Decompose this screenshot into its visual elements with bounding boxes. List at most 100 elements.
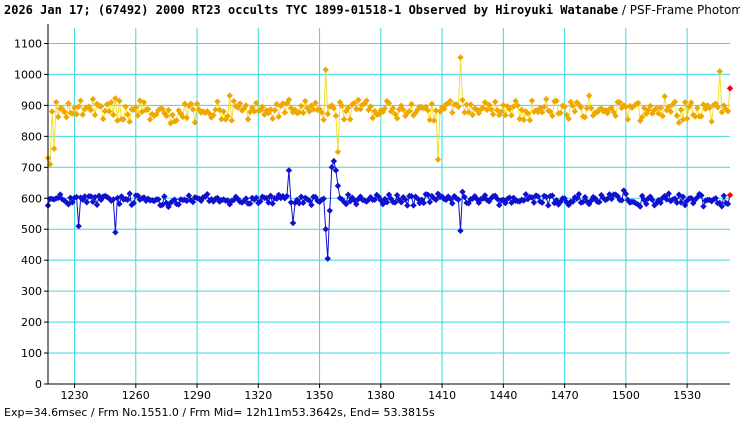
series-comparison-point bbox=[99, 115, 107, 123]
series-comparison-point bbox=[520, 116, 527, 123]
series-target-point bbox=[720, 192, 728, 200]
x-tick-label: 1350 bbox=[306, 389, 334, 402]
series-target-point bbox=[287, 199, 295, 206]
series-comparison-point bbox=[297, 102, 305, 110]
series-target-point bbox=[587, 197, 595, 204]
series-target-point bbox=[630, 198, 638, 206]
series-comparison-point bbox=[532, 107, 540, 114]
series-comparison-point bbox=[110, 111, 117, 119]
series-target-point bbox=[483, 196, 491, 204]
series-target-point bbox=[649, 196, 656, 204]
series-comparison-point bbox=[408, 100, 415, 108]
series-target-point bbox=[332, 167, 340, 174]
series-target-point bbox=[295, 200, 303, 207]
series-comparison-point bbox=[295, 109, 303, 116]
x-tick-label: 1260 bbox=[122, 389, 150, 402]
series-comparison-point bbox=[214, 98, 221, 105]
series-comparison-point bbox=[279, 100, 287, 107]
series-comparison-point bbox=[332, 112, 340, 120]
series-comparison-point bbox=[673, 112, 681, 119]
series-comparison-point bbox=[508, 112, 515, 119]
series-target-point bbox=[83, 199, 90, 206]
series-comparison-point bbox=[320, 116, 327, 123]
series-target-point bbox=[675, 191, 683, 198]
series-target-point bbox=[126, 190, 133, 197]
series-comparison-point bbox=[177, 110, 184, 117]
y-tick-label: 500 bbox=[21, 223, 42, 236]
series-comparison-point bbox=[426, 116, 434, 124]
series-target-point bbox=[641, 196, 648, 204]
series-comparison-point bbox=[351, 99, 358, 107]
series-target-point bbox=[455, 196, 462, 203]
series-target-point bbox=[112, 229, 119, 236]
series-target-point bbox=[404, 202, 411, 209]
series-target-point bbox=[681, 201, 689, 209]
series-comparison-point bbox=[212, 106, 219, 113]
series-target-point bbox=[432, 196, 440, 203]
series-comparison-point bbox=[688, 99, 695, 106]
series-comparison-point bbox=[206, 110, 213, 117]
series-comparison-point bbox=[191, 119, 199, 126]
series-target-point bbox=[679, 193, 687, 200]
series-comparison-point bbox=[106, 108, 113, 115]
series-comparison-point bbox=[165, 106, 172, 114]
series-target-current-point bbox=[726, 191, 734, 199]
series-target-point bbox=[344, 191, 352, 198]
series-comparison-point bbox=[73, 111, 80, 118]
series-target-point bbox=[618, 197, 625, 204]
series-comparison-point bbox=[144, 105, 152, 113]
series-target-point bbox=[636, 203, 644, 210]
series-comparison-point bbox=[634, 99, 642, 107]
series-comparison-point bbox=[653, 105, 660, 112]
series-comparison-point bbox=[163, 112, 170, 120]
series-target-point bbox=[481, 192, 489, 199]
series-target-point bbox=[57, 191, 64, 198]
series-target-point bbox=[538, 199, 546, 206]
series-target-point bbox=[155, 196, 162, 203]
series-comparison-point bbox=[224, 112, 231, 120]
series-target-point bbox=[565, 201, 572, 209]
series-comparison-point bbox=[71, 104, 78, 112]
series-target-point bbox=[89, 198, 97, 206]
series-comparison-point bbox=[428, 100, 436, 108]
series-comparison-point bbox=[518, 106, 525, 114]
series-target-point bbox=[265, 199, 272, 206]
series-comparison-point bbox=[381, 105, 389, 112]
y-tick-label: 1100 bbox=[14, 37, 42, 50]
series-comparison-point bbox=[463, 101, 470, 108]
series-target-point bbox=[671, 195, 679, 202]
series-comparison-point bbox=[389, 105, 397, 112]
series-comparison-point bbox=[524, 110, 532, 117]
series-comparison-point bbox=[122, 103, 129, 110]
series-target-point bbox=[692, 196, 699, 203]
series-target-point bbox=[277, 194, 284, 202]
series-comparison-point bbox=[236, 100, 244, 107]
series-comparison-point bbox=[338, 102, 346, 110]
series-comparison-point bbox=[434, 156, 442, 163]
x-tick-label: 1530 bbox=[673, 389, 701, 402]
series-target-point bbox=[604, 195, 611, 203]
series-comparison-point bbox=[569, 102, 576, 109]
series-target-point bbox=[583, 198, 591, 205]
series-target-point bbox=[320, 195, 327, 202]
series-target-point bbox=[708, 197, 715, 205]
series-target-point bbox=[447, 195, 454, 203]
series-comparison-point bbox=[563, 111, 570, 119]
series-comparison-point bbox=[583, 104, 591, 112]
series-comparison-point bbox=[718, 108, 726, 116]
series-target-point bbox=[161, 193, 168, 200]
series-comparison-point bbox=[228, 117, 235, 124]
series-comparison bbox=[44, 54, 734, 168]
series-target-point bbox=[246, 200, 254, 207]
series-comparison-point bbox=[581, 113, 589, 121]
series-comparison-point bbox=[347, 116, 354, 123]
y-tick-label: 800 bbox=[21, 130, 42, 143]
series-comparison-point bbox=[543, 96, 550, 103]
series-comparison-point bbox=[369, 114, 376, 122]
series-target-point bbox=[324, 255, 331, 262]
series-target-point bbox=[289, 219, 297, 227]
series-comparison-point bbox=[87, 106, 95, 114]
series-comparison-point bbox=[114, 117, 121, 124]
series-comparison-point bbox=[357, 105, 364, 113]
series-target-point bbox=[426, 198, 434, 206]
